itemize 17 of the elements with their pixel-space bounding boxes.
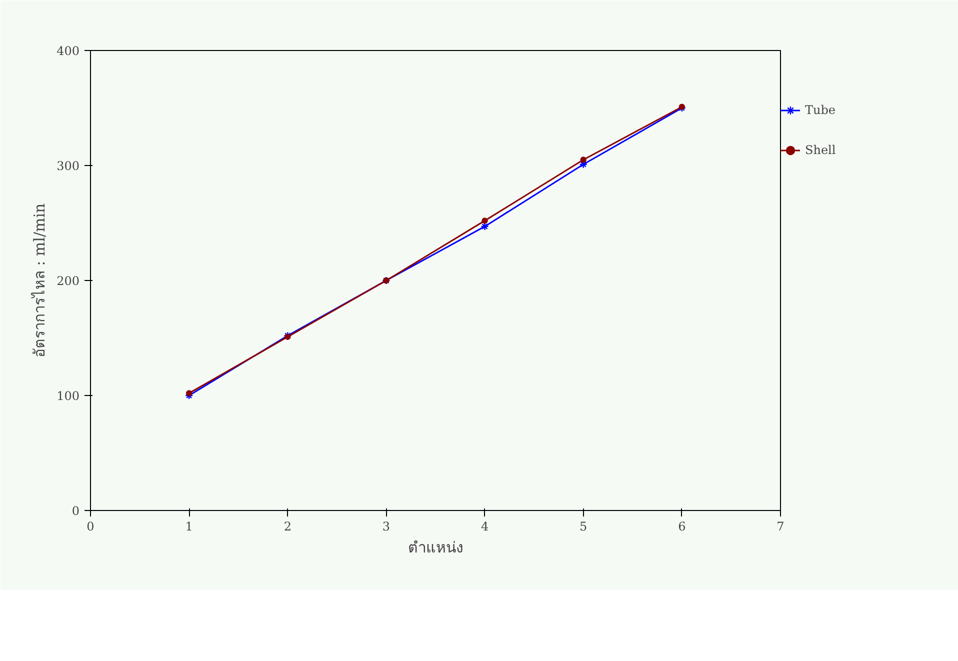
x-tick-label: 2	[284, 520, 292, 534]
x-tick-label: 1	[185, 520, 193, 534]
x-axis-title: ตำแหน่ง	[408, 538, 463, 556]
x-tick-label: 7	[776, 520, 784, 534]
y-tick-label: 0	[72, 504, 80, 518]
x-tick-label: 3	[382, 520, 390, 534]
y-tick-label: 200	[56, 274, 80, 288]
y-tick-label: 400	[56, 44, 80, 58]
y-axis-title: อัตราการไหล : ml/min	[30, 202, 49, 358]
legend-label: Shell	[805, 143, 836, 157]
legend-label: Tube	[805, 103, 836, 117]
x-tick-label: 4	[480, 520, 489, 534]
x-tick-label: 0	[86, 520, 94, 534]
y-tick-label: 100	[56, 389, 80, 403]
y-tick-label: 300	[56, 159, 80, 173]
x-tick-label: 5	[580, 520, 588, 534]
x-tick-label: 6	[678, 520, 686, 534]
